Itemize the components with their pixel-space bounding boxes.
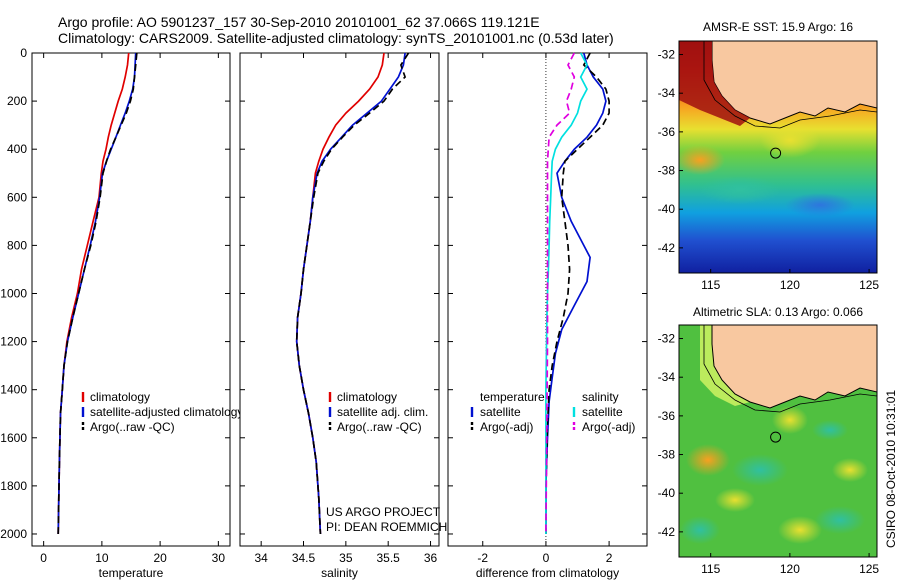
legend-label: Argo(..raw -QC)	[90, 420, 175, 434]
salinity-series-line	[295, 52, 410, 535]
sla-negative-anomaly	[680, 516, 720, 544]
y-tick-label: 200	[7, 94, 27, 108]
difference-series-line	[545, 52, 607, 534]
sst-map-title: AMSR-E SST: 15.9 Argo: 16	[703, 20, 853, 34]
timestamp-stamp: CSIRO 08-Oct-2010 10:31:01	[884, 390, 898, 548]
map-x-tick-label: 125	[859, 278, 879, 292]
x-tick-label: 10	[95, 551, 109, 565]
sst-shelf-contour	[703, 41, 877, 129]
sla-negative-anomaly	[815, 506, 865, 534]
sla-land	[711, 325, 877, 409]
legend-header: salinity	[582, 390, 619, 404]
sst-warm-eddy	[679, 145, 725, 175]
map-x-tick-label: 125	[859, 562, 879, 576]
sla-map-panel: Altimetric SLA: 0.13 Argo: 0.066 115 120 1…	[658, 305, 880, 576]
salinity-plot-frame	[239, 52, 440, 547]
x-tick-label: 20	[153, 551, 167, 565]
sla-positive-anomaly	[772, 406, 808, 434]
x-tick-label: 0	[40, 551, 47, 565]
sst-map-frame	[678, 40, 878, 274]
x-tick-label: 0	[543, 551, 550, 565]
y-tick-label: 1000	[0, 286, 27, 300]
legend-label: satellite-adjusted climatology	[90, 405, 243, 419]
y-tick-label: 600	[7, 190, 27, 204]
map-x-tick-label: 115	[701, 278, 720, 292]
y-tick-label: 1800	[0, 479, 27, 493]
sla-map-title: Altimetric SLA: 0.13 Argo: 0.066	[693, 305, 863, 319]
x-tick-label: 36	[424, 551, 438, 565]
map-y-tick-label: -32	[658, 48, 676, 62]
map-y-tick-label: -42	[658, 241, 676, 255]
header-line-1: Argo profile: AO 5901237_157 30-Sep-2010…	[58, 14, 540, 30]
map-y-tick-label: -32	[658, 332, 676, 346]
x-tick-label: -2	[477, 551, 488, 565]
difference-series-line	[545, 52, 576, 535]
sla-positive-anomaly	[778, 516, 822, 544]
x-tick-label: 2	[606, 551, 613, 565]
x-axis-label: temperature	[99, 566, 164, 580]
legend-label: climatology	[337, 390, 397, 404]
sla-positive-anomaly	[832, 458, 868, 482]
sst-warm-eddy	[760, 122, 820, 158]
pi-credit: PI: DEAN ROEMMICH	[326, 520, 447, 534]
map-y-tick-label: -40	[658, 486, 676, 500]
y-tick-label: 0	[20, 46, 27, 60]
sla-shelf-contour	[703, 325, 877, 413]
temperature-series-line	[57, 52, 137, 535]
y-tick-label: 2000	[0, 527, 27, 541]
sst-map-panel: AMSR-E SST: 15.9 Argo: 16 115 120 125 -32 -3…	[658, 20, 880, 292]
map-y-tick-label: -38	[658, 448, 676, 462]
map-y-tick-label: -42	[658, 525, 676, 539]
x-tick-label: 34.5	[292, 551, 316, 565]
sla-positive-anomaly	[715, 488, 755, 512]
sla-positive-anomaly	[686, 444, 730, 476]
x-axis-label: salinity	[321, 566, 358, 580]
y-tick-label: 800	[7, 238, 27, 252]
temperature-plot-frame	[31, 52, 231, 547]
map-y-tick-label: -36	[658, 409, 676, 423]
legend-header: temperature	[480, 390, 545, 404]
sla-negative-anomaly	[732, 454, 788, 486]
x-tick-label: 35	[339, 551, 353, 565]
salinity-panel: 34 34.5 35 35.5 36 salinity climatologysatelli…	[239, 52, 440, 580]
sla-coastal-strip	[700, 325, 750, 406]
map-x-tick-label: 120	[780, 278, 800, 292]
x-axis-label: difference from climatology	[476, 566, 619, 580]
sst-argo-marker	[770, 147, 782, 159]
map-y-tick-label: -40	[658, 202, 676, 216]
sst-cool-eddy	[785, 193, 855, 217]
y-tick-label: 1600	[0, 431, 27, 445]
sla-map-frame	[678, 324, 878, 558]
legend-label: satellite	[480, 405, 521, 419]
header-line-2: Climatology: CARS2009. Satellite-adjuste…	[58, 30, 614, 46]
sla-argo-marker	[770, 431, 782, 443]
map-y-tick-label: -34	[658, 370, 676, 384]
y-tick-label: 1200	[0, 335, 27, 349]
sst-cool-eddy	[700, 176, 780, 204]
x-tick-label: 34	[254, 551, 268, 565]
temperature-panel: 0 10 20 30 temperature 0 200 400 600 800 1000 1200 1…	[0, 46, 243, 580]
y-tick-label: 400	[7, 142, 27, 156]
map-y-tick-label: -34	[658, 86, 676, 100]
legend-label: Argo(-adj)	[480, 420, 533, 434]
map-y-tick-label: -36	[658, 125, 676, 139]
x-tick-label: 30	[212, 551, 226, 565]
legend-label: satellite	[582, 405, 623, 419]
map-y-tick-label: -38	[658, 164, 676, 178]
sla-negative-anomaly	[812, 420, 848, 440]
legend-label: Argo(-adj)	[582, 420, 635, 434]
project-credit: US ARGO PROJECT	[326, 505, 441, 519]
legend-label: satellite adj. clim.	[337, 405, 428, 419]
sst-warm-coastal-strip	[679, 41, 750, 126]
legend-label: climatology	[90, 390, 150, 404]
legend-label: Argo(..raw -QC)	[337, 420, 422, 434]
map-x-tick-label: 120	[780, 562, 800, 576]
y-tick-label: 1400	[0, 383, 27, 397]
temperature-series-line	[57, 52, 138, 535]
map-x-tick-label: 115	[701, 562, 720, 576]
x-tick-label: 35.5	[377, 551, 401, 565]
